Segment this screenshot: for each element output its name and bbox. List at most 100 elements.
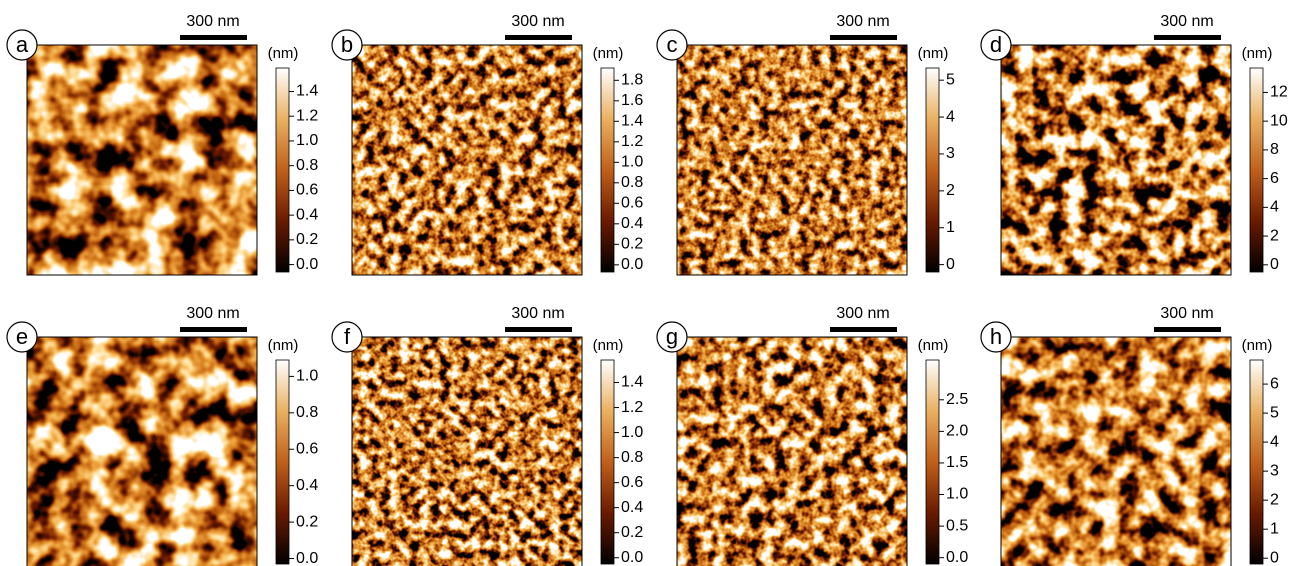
- colorbar-tick-label: 1: [1270, 520, 1279, 537]
- colorbar-tick-label: 1.5: [946, 454, 968, 471]
- scale-bar: [180, 35, 247, 40]
- colorbar-tick-label: 0.8: [621, 449, 643, 466]
- colorbar-tick-label: 2: [1270, 491, 1279, 508]
- colorbar-tick-label: 12: [1270, 84, 1288, 101]
- colorbar-tick-label: 2.5: [946, 391, 968, 408]
- colorbar-tick-label: 4: [1270, 433, 1279, 450]
- colorbar-tick-label: 2: [1270, 227, 1279, 244]
- colorbar-tick-label: 0.0: [296, 256, 318, 273]
- scale-bar-label: 300 nm: [1160, 13, 1213, 30]
- colorbar-tick-label: 0: [1270, 256, 1279, 273]
- colorbar-tick-label: 5: [1270, 404, 1279, 421]
- scale-bar-label: 300 nm: [511, 305, 564, 322]
- colorbar-tick-label: 0.4: [621, 499, 643, 516]
- colorbar-tick-label: 1.0: [296, 132, 318, 149]
- scale-bar: [830, 35, 897, 40]
- colorbar-tick-label: 1.2: [621, 133, 643, 150]
- afm-image: [1001, 45, 1231, 275]
- colorbar-tick-label: 1.0: [621, 424, 643, 441]
- colorbar-tick-label: 0: [946, 256, 955, 273]
- figure: a 300 nm (nm) 0.0 0.2 0.4 0.6 0.8 1.0 1.2 1.4 b 300 …: [0, 0, 1300, 566]
- colorbar-tick-label: 0.4: [296, 477, 318, 494]
- scale-bar-label: 300 nm: [1160, 305, 1213, 322]
- colorbar-unit: (nm): [268, 45, 299, 62]
- panel-label: b: [341, 32, 353, 57]
- colorbar-tick-label: 10: [1270, 112, 1288, 129]
- colorbar-tick-label: 0.4: [296, 206, 318, 223]
- colorbar-tick-label: 1.2: [296, 107, 318, 124]
- colorbar-tick-label: 8: [1270, 141, 1279, 158]
- colorbar-tick-label: 5: [946, 71, 955, 88]
- colorbar-tick-label: 0.0: [621, 256, 643, 273]
- colorbar-unit: (nm): [918, 337, 949, 354]
- colorbar-tick-label: 1.8: [621, 72, 643, 89]
- colorbar: [276, 360, 289, 564]
- scale-bar: [1154, 327, 1221, 332]
- colorbar-tick-label: 0.2: [621, 524, 643, 541]
- colorbar-tick-label: 1.0: [296, 368, 318, 385]
- scale-bar-label: 300 nm: [511, 13, 564, 30]
- colorbar-tick-label: 2.0: [946, 423, 968, 440]
- colorbar-tick-label: 3: [1270, 462, 1279, 479]
- colorbar-unit: (nm): [593, 337, 624, 354]
- colorbar-tick-label: 1.0: [621, 154, 643, 171]
- colorbar: [1250, 68, 1263, 272]
- colorbar: [276, 68, 289, 272]
- panel-label: h: [990, 324, 1002, 349]
- colorbar: [601, 360, 614, 564]
- colorbar-tick-label: 6: [1270, 375, 1279, 392]
- colorbar-tick-label: 1.0: [946, 486, 968, 503]
- colorbar-tick-label: 0: [1270, 549, 1279, 566]
- colorbar-tick-label: 1.6: [621, 92, 643, 109]
- colorbar-unit: (nm): [1242, 337, 1273, 354]
- scale-bar: [830, 327, 897, 332]
- colorbar-tick-label: 4: [1270, 199, 1279, 216]
- afm-image: [677, 45, 907, 275]
- colorbar-tick-label: 0.2: [621, 236, 643, 253]
- scale-bar-label: 300 nm: [836, 13, 889, 30]
- afm-image: [27, 45, 257, 275]
- panel-label: a: [16, 32, 29, 57]
- panel-label: f: [344, 324, 351, 349]
- colorbar: [601, 68, 614, 272]
- colorbar-tick-label: 6: [1270, 170, 1279, 187]
- colorbar-unit: (nm): [1242, 45, 1273, 62]
- afm-image: [677, 337, 907, 566]
- colorbar: [1250, 360, 1263, 564]
- scale-bar-label: 300 nm: [186, 13, 239, 30]
- colorbar-tick-label: 0.6: [296, 182, 318, 199]
- colorbar-tick-label: 0.0: [946, 549, 968, 566]
- colorbar-tick-label: 0.8: [296, 157, 318, 174]
- colorbar-unit: (nm): [593, 45, 624, 62]
- colorbar-unit: (nm): [268, 337, 299, 354]
- page: a 300 nm (nm) 0.0 0.2 0.4 0.6 0.8 1.0 1.2 1.4 b 300 …: [0, 0, 1300, 566]
- colorbar-tick-label: 0.5: [946, 517, 968, 534]
- colorbar: [926, 360, 939, 564]
- colorbar-tick-label: 1.4: [296, 83, 318, 100]
- scale-bar-label: 300 nm: [836, 305, 889, 322]
- colorbar-tick-label: 0.0: [296, 550, 318, 566]
- afm-image: [352, 337, 582, 566]
- colorbar-unit: (nm): [918, 45, 949, 62]
- scale-bar: [505, 35, 572, 40]
- colorbar-tick-label: 0.6: [621, 195, 643, 212]
- afm-image: [352, 45, 582, 275]
- scale-bar-label: 300 nm: [186, 305, 239, 322]
- colorbar-tick-label: 3: [946, 145, 955, 162]
- colorbar-tick-label: 1.2: [621, 399, 643, 416]
- colorbar-tick-label: 0.6: [296, 440, 318, 457]
- colorbar-tick-label: 0.6: [621, 474, 643, 491]
- colorbar-tick-label: 1.4: [621, 374, 643, 391]
- colorbar: [926, 68, 939, 272]
- afm-image: [1001, 337, 1231, 566]
- colorbar-tick-label: 4: [946, 108, 955, 125]
- scale-bar: [505, 327, 572, 332]
- panel-label: c: [667, 32, 678, 57]
- panel-label: e: [16, 324, 28, 349]
- colorbar-tick-label: 1.4: [621, 113, 643, 130]
- colorbar-tick-label: 0.2: [296, 513, 318, 530]
- colorbar-tick-label: 0.8: [621, 174, 643, 191]
- panel-label: d: [990, 32, 1002, 57]
- colorbar-tick-label: 0.8: [296, 404, 318, 421]
- colorbar-tick-label: 2: [946, 182, 955, 199]
